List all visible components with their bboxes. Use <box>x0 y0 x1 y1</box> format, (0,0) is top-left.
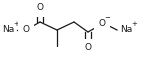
Text: Na: Na <box>120 25 132 34</box>
Text: O: O <box>98 20 106 28</box>
Text: O: O <box>85 44 91 52</box>
Text: O: O <box>37 4 44 12</box>
Text: +: + <box>132 21 137 27</box>
Text: +: + <box>13 21 19 27</box>
Text: Na: Na <box>2 25 14 34</box>
Text: O: O <box>22 25 29 34</box>
Text: −: − <box>105 15 110 21</box>
